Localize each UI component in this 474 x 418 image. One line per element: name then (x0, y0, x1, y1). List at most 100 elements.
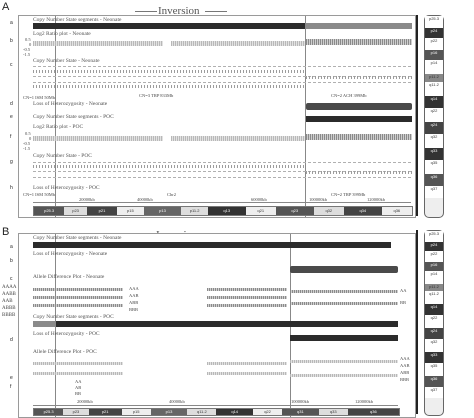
allele-poc-cluster-6 (290, 374, 398, 377)
cn-poc-gridline-3 (33, 177, 411, 178)
allele-poc-cluster-2 (33, 372, 123, 375)
row-letter-b: b (10, 38, 13, 44)
chromo-b-band-1: p25.3 (425, 231, 443, 242)
row-b-letter-c: c (10, 276, 13, 282)
row-letter-f: f (10, 134, 12, 140)
chromo-b-band-7: q11.2 (425, 291, 443, 304)
genotype-poc-far-abb: ABB (400, 370, 410, 375)
ylabel-neg-0-5: -0.5 (23, 47, 31, 52)
ylabel-neg-1-5: -1.5 (23, 52, 31, 57)
panel-a-frame: Copy Number State segments - Neonate Log… (18, 15, 416, 218)
chromo-b-band-9: q22 (425, 315, 443, 328)
row-letter-e: e (10, 114, 13, 120)
row-letter-c: c (10, 62, 13, 68)
chromo-a-band-8: q14 (425, 96, 443, 108)
track-label-cn-state: Copy Number State - Neonate (33, 58, 100, 64)
genotype-far-bb: BB (400, 300, 407, 305)
chromo-a-band-1: p25.3 (425, 16, 443, 28)
row-letter-d: d (10, 101, 13, 107)
chromosome-2-ideogram-b[interactable]: p25.3 p24 p22 p16 p14 p11.2 q11.2 q14 q2… (424, 230, 444, 416)
ideo-band-4: p15 (117, 207, 144, 215)
panel-a-ideogram: p25.3 p23 p21 p15 p13 p11.2 q13 q21 q23 … (33, 206, 413, 216)
chromo-a-band-7: q11.2 (425, 82, 443, 96)
chromo-b-band-2: p24 (425, 242, 443, 251)
panel-a-inversion-label: Inversion (158, 5, 200, 17)
panel-b-frame: Copy Number State segments - Neonate Los… (18, 233, 416, 418)
row-letter-h: h (10, 185, 13, 191)
log2-poc-plot-segment-3 (306, 134, 412, 140)
allele-cluster-5 (207, 296, 287, 299)
track-label-loh-poc: Loss of Heterozygosity - POC (33, 185, 100, 191)
ideo-b-band-7: q14 (216, 409, 253, 415)
chromo-b-band-3: p22 (425, 251, 443, 262)
allele-cluster-6 (207, 304, 287, 307)
genotype-left-abbb: ABBB (2, 306, 16, 311)
chromo-b-band-6: p11.2 (425, 284, 443, 291)
allele-cluster-1 (33, 288, 123, 291)
chromo-b-band-13: q35 (425, 363, 443, 376)
ideo-b-band-5: p13 (150, 409, 188, 415)
ideo-b-band-10: q33 (318, 409, 348, 415)
marker-line-left (55, 16, 56, 217)
ideo-band-3: p21 (86, 207, 118, 215)
loh-b-poc-bar[interactable] (290, 335, 398, 341)
cn-segment-bar-2[interactable] (306, 23, 412, 29)
chromo-a-band-5: p14 (425, 60, 443, 74)
panel-a-letter: A (2, 1, 10, 13)
ylabel-poc-neg-0-5: -0.5 (23, 141, 31, 146)
row-b-letter-d: d (10, 337, 13, 343)
cn-b-poc-segment-1[interactable] (33, 321, 55, 327)
ylabel-poc-0: 0 (29, 136, 32, 141)
cn-b-poc-segment-2[interactable] (56, 321, 398, 327)
cn-poc-gridline-2 (33, 171, 411, 172)
genotype-poc-bb: BB (75, 391, 82, 396)
axis-tick-120000kb: 120000kb (367, 197, 385, 202)
cn-gridline-3 (33, 82, 411, 83)
annotation-cn2-trp-poc: CN=2 TRP 399Mb (331, 192, 366, 197)
genotype-right-bbb: BBB (129, 307, 139, 312)
ideo-band-10: q32 (313, 207, 344, 215)
cn-state-dots-3 (33, 85, 305, 88)
allele-poc-cluster-5 (290, 360, 398, 363)
genotype-right-abb: ABB (129, 300, 139, 305)
track-b-label-allele-poc: Allele Difference Plot - POC (33, 349, 97, 355)
chromo-b-band-15: q37 (425, 387, 443, 398)
chromosome-2-ideogram-a[interactable]: p25.3 p24 p22 p16 p14 p11.2 q11.2 q14 q2… (424, 15, 444, 218)
panel-b-letter: B (2, 226, 10, 238)
ideo-b-band-9: q31 (282, 409, 319, 415)
ideo-band-7: q13 (207, 207, 246, 215)
ideo-b-band-8: q22 (252, 409, 283, 415)
axis-tick-100000kb: 100000kb (309, 197, 327, 202)
allele-poc-cluster-1 (33, 362, 123, 365)
track-label-loh: Loss of Heterozygosity - Neonate (33, 101, 108, 107)
cn-state-poc-dots-1 (33, 165, 305, 168)
axis-tick-60000kb: 60000kb (251, 197, 267, 202)
cn-gridline-1 (33, 66, 411, 67)
allele-poc-cluster-3 (207, 362, 287, 365)
panel-b-axis (33, 405, 398, 406)
genotype-right-aaa: AAA (129, 286, 139, 291)
allele-poc-cluster-4 (207, 372, 287, 375)
chromo-a-band-3: p22 (425, 38, 443, 50)
cn-segment-poc-bar[interactable] (306, 116, 412, 122)
row-letter-g: g (10, 159, 13, 165)
annotation-cn1-poc: CN=1 ISM 50Mb (23, 192, 56, 197)
axis-tick-40000kb: 40000kb (137, 197, 153, 202)
annotation-cn2-ach: CN=2 ACH 399Mb (331, 93, 367, 98)
inversion-bracket-right (205, 11, 227, 12)
axis-b-tick-100000kb: 100000kb (291, 399, 309, 404)
ideo-band-12: q36 (381, 207, 412, 215)
loh-b-segment-bar[interactable] (290, 266, 398, 273)
genotype-poc-aa: AA (75, 379, 82, 384)
loh-segment-bar[interactable] (306, 103, 412, 110)
marker-line-right (305, 16, 306, 217)
ideo-b-band-11: q36 (347, 409, 399, 415)
cn-b-segment-bar[interactable] (33, 242, 391, 248)
cn-segment-bar-1[interactable] (33, 23, 305, 29)
ideo-band-1: p25.3 (34, 207, 65, 215)
genotype-left-bbbb: BBBB (2, 313, 16, 318)
allele-cluster-3 (33, 304, 123, 307)
allele-cluster-8 (290, 302, 398, 305)
genotype-left-aaaa: AAAA (2, 285, 17, 290)
track-b-label-cn-segments: Copy Number State segments - Neonate (33, 235, 122, 241)
